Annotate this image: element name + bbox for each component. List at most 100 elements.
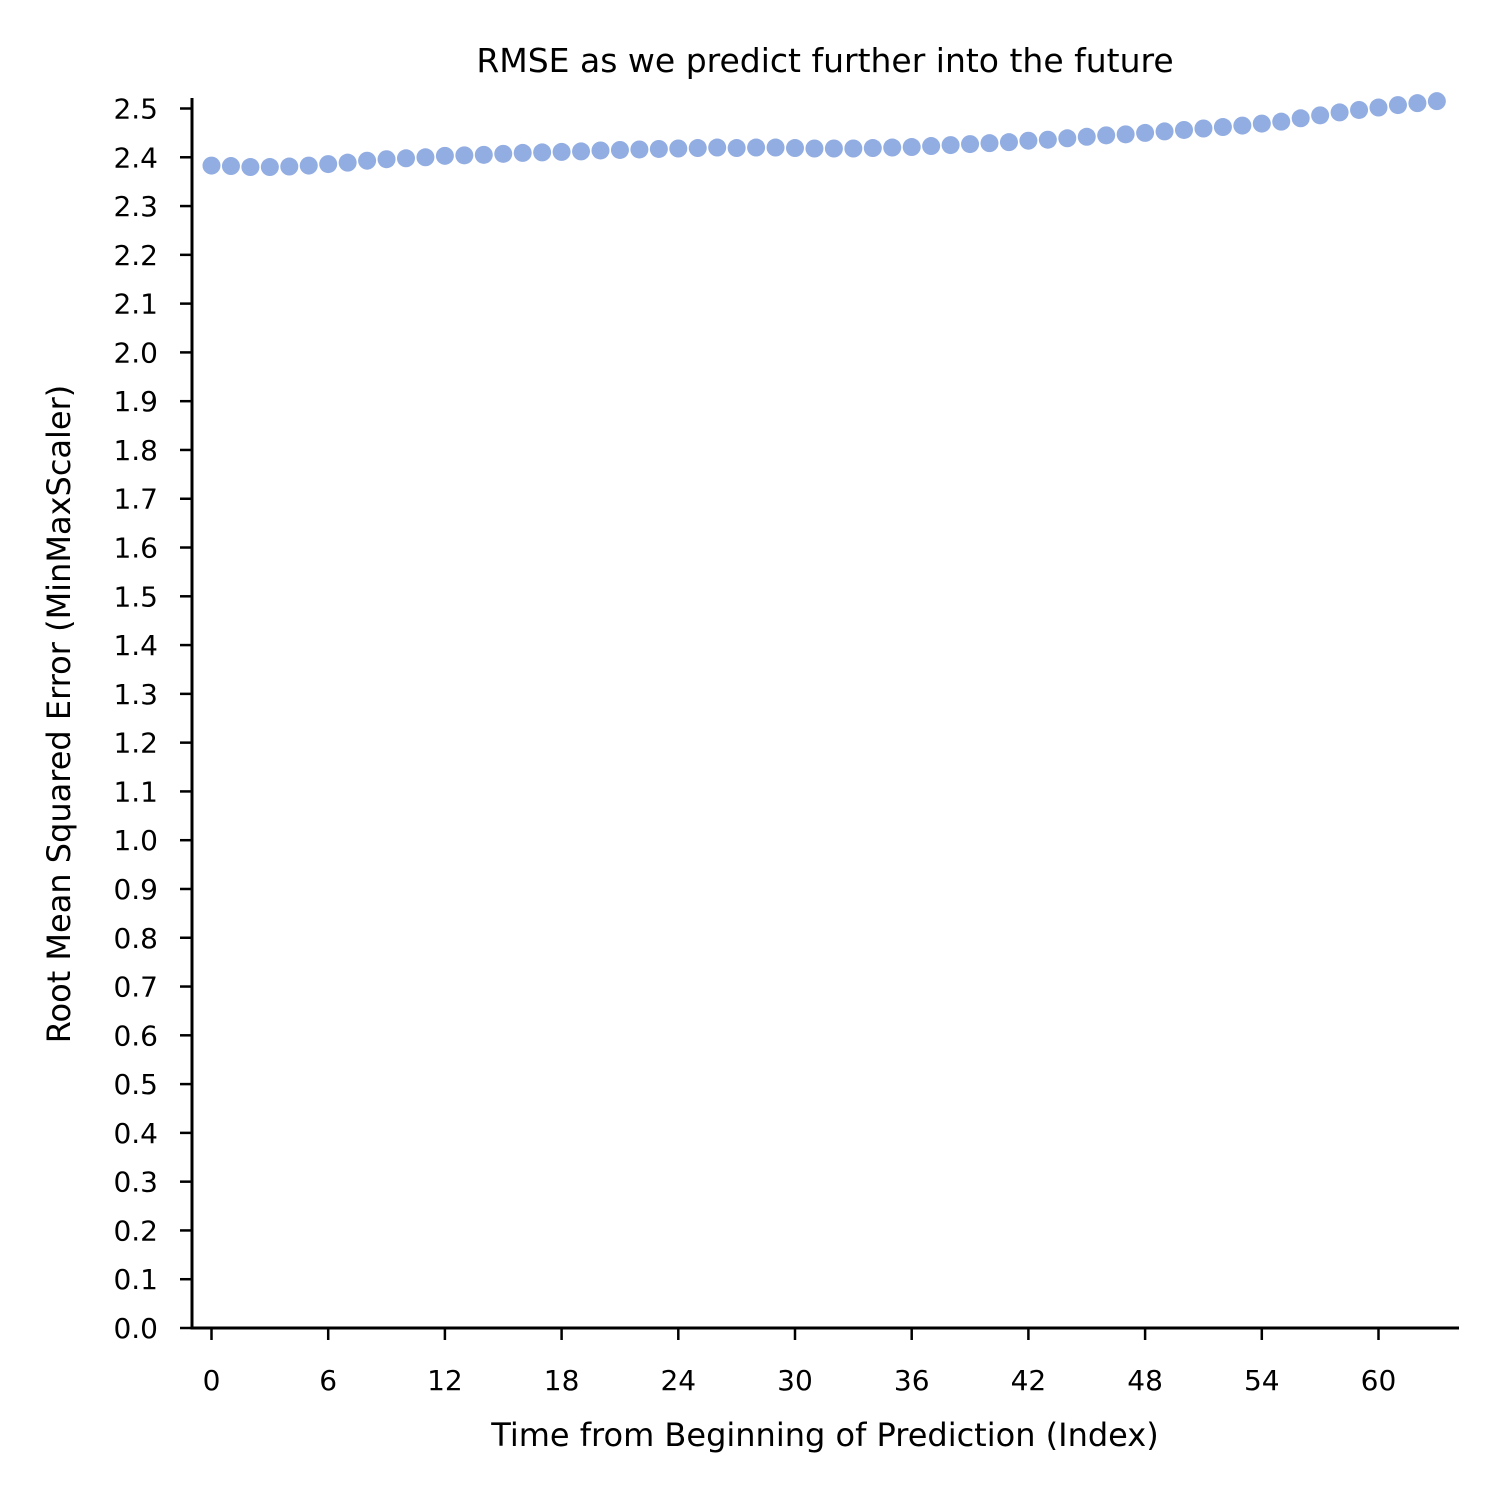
data-point xyxy=(358,151,377,170)
data-point xyxy=(883,138,902,157)
y-tick-label: 1.6 xyxy=(113,532,158,565)
data-point xyxy=(1213,118,1232,137)
data-point xyxy=(610,140,629,159)
data-point xyxy=(533,143,552,162)
x-tick-label: 54 xyxy=(1244,1364,1280,1397)
data-point xyxy=(416,148,435,167)
y-tick-label: 0.3 xyxy=(113,1166,158,1199)
data-point xyxy=(1058,129,1077,148)
data-point xyxy=(766,138,785,157)
x-tick-label: 42 xyxy=(1011,1364,1047,1397)
chart-title: RMSE as we predict further into the futu… xyxy=(476,41,1173,80)
data-point xyxy=(1038,130,1057,149)
y-tick-label: 1.5 xyxy=(113,580,158,613)
data-point xyxy=(786,139,804,158)
data-point xyxy=(494,144,513,163)
data-point xyxy=(397,149,415,168)
y-tick-label: 0.7 xyxy=(113,971,158,1004)
y-tick-label: 1.2 xyxy=(113,727,158,760)
y-tick-label: 0.0 xyxy=(113,1312,158,1345)
y-tick-label: 1.3 xyxy=(113,678,158,711)
data-point xyxy=(630,140,649,159)
x-tick-label: 60 xyxy=(1361,1364,1397,1397)
data-point xyxy=(1291,109,1310,128)
y-axis-ticks: 0.0 0.1 0.2 0.3 0.4 0.5 0.6 0.7 0.8 0.9 1.0 1.1 1.2 1… xyxy=(113,93,192,1345)
x-tick-label: 24 xyxy=(660,1364,696,1397)
data-point xyxy=(280,157,299,176)
data-point xyxy=(591,141,610,160)
data-point xyxy=(1019,131,1038,150)
data-point xyxy=(455,146,474,165)
y-tick-label: 1.8 xyxy=(113,434,158,467)
data-point xyxy=(824,139,843,158)
y-tick-label: 0.9 xyxy=(113,873,158,906)
x-axis-ticks: 0 6 12 18 24 30 36 42 48 54 60 xyxy=(203,1328,1397,1397)
y-tick-label: 2.1 xyxy=(113,288,158,321)
data-point xyxy=(202,156,221,175)
data-point xyxy=(1330,103,1349,122)
x-tick-label: 36 xyxy=(894,1364,930,1397)
y-tick-label: 1.4 xyxy=(113,629,158,662)
data-point xyxy=(747,138,766,157)
data-point xyxy=(377,150,396,169)
data-point xyxy=(1272,112,1291,131)
y-tick-label: 1.7 xyxy=(113,483,158,516)
data-point xyxy=(1350,100,1369,119)
data-point xyxy=(902,138,921,157)
x-tick-label: 30 xyxy=(777,1364,813,1397)
data-point xyxy=(727,139,746,158)
y-axis-label: Root Mean Squared Error (MinMaxScaler) xyxy=(40,385,78,1044)
data-point xyxy=(1408,94,1427,113)
x-tick-label: 48 xyxy=(1127,1364,1163,1397)
data-point xyxy=(221,157,240,176)
y-tick-label: 0.8 xyxy=(113,922,158,955)
data-point xyxy=(1136,123,1155,142)
y-tick-label: 2.2 xyxy=(113,239,158,272)
x-tick-label: 18 xyxy=(544,1364,580,1397)
data-point xyxy=(260,158,279,177)
data-point xyxy=(241,158,260,177)
y-tick-label: 2.5 xyxy=(113,93,158,126)
data-point xyxy=(669,139,688,158)
data-point xyxy=(805,139,824,158)
data-point xyxy=(572,142,591,161)
data-point xyxy=(1427,92,1446,111)
data-point xyxy=(863,139,882,158)
data-point xyxy=(708,138,727,157)
y-tick-label: 2.4 xyxy=(113,141,158,174)
data-point xyxy=(980,134,999,153)
data-point xyxy=(688,139,707,158)
y-tick-label: 0.2 xyxy=(113,1214,158,1247)
y-tick-label: 0.5 xyxy=(113,1068,158,1101)
data-point xyxy=(319,155,338,174)
data-point xyxy=(338,153,357,172)
data-point xyxy=(1388,96,1407,115)
y-tick-label: 2.3 xyxy=(113,190,158,223)
data-point xyxy=(552,142,571,161)
data-point xyxy=(299,156,318,175)
data-point xyxy=(922,137,941,156)
x-tick-label: 0 xyxy=(203,1364,221,1397)
y-tick-label: 1.9 xyxy=(113,385,158,418)
data-point xyxy=(1175,120,1193,139)
data-point xyxy=(513,143,532,162)
x-tick-label: 12 xyxy=(427,1364,463,1397)
y-tick-label: 2.0 xyxy=(113,336,158,369)
data-point xyxy=(844,139,863,158)
data-point xyxy=(1369,98,1388,117)
data-point xyxy=(474,145,493,164)
data-point xyxy=(1233,116,1252,135)
data-point xyxy=(649,139,668,158)
y-tick-label: 1.1 xyxy=(113,775,158,808)
data-point xyxy=(1194,119,1213,138)
y-tick-label: 0.1 xyxy=(113,1263,158,1296)
data-point xyxy=(999,133,1018,152)
data-point xyxy=(941,136,960,155)
data-point xyxy=(1252,114,1271,133)
data-point xyxy=(1077,127,1096,146)
data-point xyxy=(1155,122,1174,141)
y-tick-label: 0.6 xyxy=(113,1019,158,1052)
data-point xyxy=(435,146,454,165)
data-points xyxy=(202,92,1446,177)
